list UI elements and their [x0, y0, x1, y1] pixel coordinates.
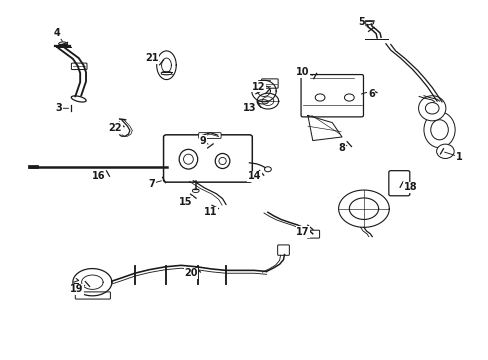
Text: 5: 5 — [357, 17, 364, 27]
Text: 22: 22 — [108, 123, 122, 133]
FancyBboxPatch shape — [301, 75, 363, 117]
Text: 12: 12 — [252, 82, 265, 92]
Text: 7: 7 — [148, 179, 155, 189]
FancyBboxPatch shape — [388, 171, 409, 196]
Text: 8: 8 — [338, 143, 345, 153]
Ellipse shape — [423, 112, 454, 148]
FancyBboxPatch shape — [198, 133, 221, 138]
FancyBboxPatch shape — [71, 63, 87, 69]
Text: 21: 21 — [145, 53, 158, 63]
Text: 10: 10 — [296, 67, 309, 77]
Ellipse shape — [264, 167, 271, 172]
Ellipse shape — [257, 100, 268, 104]
Ellipse shape — [192, 189, 199, 193]
FancyBboxPatch shape — [277, 245, 289, 255]
Text: 1: 1 — [455, 152, 462, 162]
Ellipse shape — [179, 149, 197, 169]
FancyBboxPatch shape — [75, 292, 110, 299]
Text: 6: 6 — [367, 89, 374, 99]
Text: 14: 14 — [247, 171, 261, 181]
Ellipse shape — [425, 103, 438, 114]
Ellipse shape — [418, 96, 445, 121]
Text: 4: 4 — [53, 28, 60, 38]
Text: 2: 2 — [250, 82, 257, 92]
FancyBboxPatch shape — [261, 79, 278, 88]
Ellipse shape — [344, 94, 353, 101]
Text: 11: 11 — [203, 207, 217, 217]
Text: 17: 17 — [296, 227, 309, 237]
Ellipse shape — [71, 96, 86, 102]
Ellipse shape — [215, 153, 229, 168]
Text: 20: 20 — [184, 268, 197, 278]
Ellipse shape — [219, 157, 226, 165]
Ellipse shape — [183, 154, 193, 164]
FancyBboxPatch shape — [163, 135, 252, 182]
Ellipse shape — [430, 120, 447, 140]
Text: 16: 16 — [91, 171, 105, 181]
Ellipse shape — [364, 21, 373, 25]
Ellipse shape — [161, 71, 171, 75]
FancyBboxPatch shape — [306, 230, 319, 238]
Ellipse shape — [436, 144, 453, 158]
Ellipse shape — [59, 42, 67, 45]
Text: 15: 15 — [179, 197, 192, 207]
Ellipse shape — [315, 94, 325, 101]
Text: 13: 13 — [242, 103, 256, 113]
Text: 3: 3 — [56, 103, 62, 113]
Text: 19: 19 — [69, 284, 83, 294]
Text: 18: 18 — [403, 182, 416, 192]
Text: 9: 9 — [199, 136, 206, 145]
